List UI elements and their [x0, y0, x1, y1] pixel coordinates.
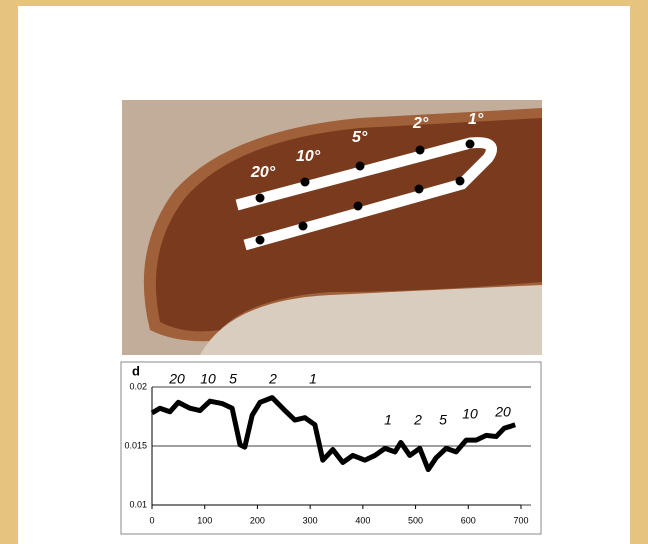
photo	[122, 100, 542, 355]
dot	[356, 162, 365, 171]
annotation: 20	[494, 404, 511, 420]
dot	[301, 178, 310, 187]
annotation: 5	[229, 371, 237, 387]
photo-label: 20°	[250, 164, 276, 181]
x-tick-label: 500	[408, 515, 423, 525]
photo-label: 5°	[352, 129, 368, 146]
page: d 20° 10° 5° 2° 1° 0.01 0.015 0.02 0 100 200 300 400…	[0, 0, 648, 544]
annotation: 1	[384, 412, 392, 428]
y-tick-label: 0.01	[129, 499, 147, 509]
annotation: 20	[168, 371, 185, 387]
photo-label: 10°	[296, 148, 321, 165]
x-tick-label: 200	[250, 515, 265, 525]
photo-label: 2°	[412, 115, 429, 132]
dot	[456, 177, 465, 186]
annotation: 1	[309, 371, 317, 387]
dot	[299, 222, 308, 231]
annotation: 10	[462, 406, 478, 422]
x-tick-label: 0	[149, 515, 154, 525]
annotation: 2	[268, 371, 277, 387]
dot	[415, 185, 424, 194]
dot	[256, 236, 265, 245]
dot	[354, 202, 363, 211]
x-tick-label: 300	[303, 515, 318, 525]
photo-label: 1°	[468, 111, 484, 128]
y-tick-label: 0.02	[129, 381, 147, 391]
y-tick-label: 0.015	[124, 440, 147, 450]
x-tick-label: 400	[355, 515, 370, 525]
x-tick-label: 700	[513, 515, 528, 525]
annotation: 2	[413, 412, 422, 428]
annotation: 10	[200, 371, 216, 387]
x-tick-label: 600	[461, 515, 476, 525]
figure: d 20° 10° 5° 2° 1° 0.01 0.015 0.02 0 100 200 300 400…	[0, 0, 648, 544]
dot	[256, 194, 265, 203]
annotation: 5	[439, 412, 447, 428]
dot	[466, 140, 475, 149]
x-tick-label: 100	[197, 515, 212, 525]
y-axis-label: d	[132, 363, 140, 378]
dot	[416, 146, 425, 155]
